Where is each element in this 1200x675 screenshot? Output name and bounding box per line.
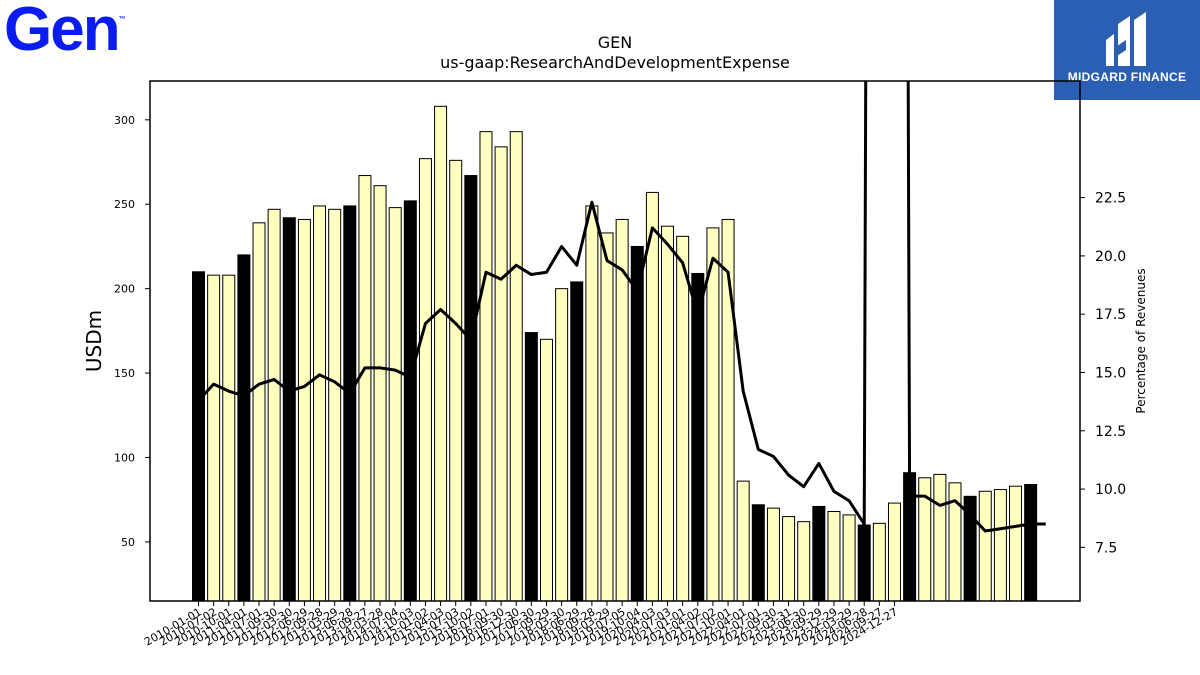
y2-tick-label: 20.0	[1095, 249, 1126, 265]
bar-34	[706, 227, 720, 602]
bar-32	[676, 235, 690, 602]
bar-7	[297, 218, 311, 602]
y2-tick-label: 15.0	[1095, 365, 1126, 381]
trademark-mark: ™	[118, 16, 126, 23]
bar-46	[887, 502, 901, 602]
bar-21	[509, 131, 523, 602]
bar-10	[343, 205, 357, 602]
bar-14	[403, 200, 417, 602]
bar-25	[570, 281, 584, 602]
bar-6	[282, 217, 296, 602]
y-tick-label: 250	[114, 198, 135, 211]
bar-39	[782, 516, 796, 602]
bar-55	[1024, 484, 1038, 602]
y2-tick-label: 22.5	[1095, 191, 1126, 207]
y2-tick-label: 10.0	[1095, 482, 1126, 498]
bar-38	[766, 507, 780, 602]
bar-41	[812, 505, 826, 602]
y-tick-label: 300	[114, 114, 135, 127]
bar-27	[600, 232, 614, 602]
gen-logo: Gen™	[4, 0, 126, 65]
y-axis-label: USDm	[82, 310, 106, 372]
bar-17	[449, 159, 463, 602]
bar-4	[252, 222, 266, 602]
bar-36	[736, 480, 750, 602]
bar-40	[797, 521, 811, 602]
y-tick-label: 50	[121, 536, 135, 549]
bar-24	[555, 288, 569, 602]
bar-5	[267, 208, 281, 602]
bar-44	[857, 524, 871, 602]
y-tick-label: 200	[114, 283, 135, 296]
bar-23	[539, 338, 553, 602]
bar-20	[494, 146, 508, 602]
bar-8	[313, 205, 327, 602]
midgard-finance-wordmark: MIDGARD FINANCE	[1067, 70, 1187, 84]
bar-9	[328, 208, 342, 602]
chart-title: GEN	[598, 33, 632, 52]
bar-42	[827, 511, 841, 602]
bar-22	[524, 332, 538, 602]
bar-13	[388, 207, 402, 602]
midgard-finance-logo: MIDGARD FINANCE	[1054, 0, 1200, 100]
bar-3	[237, 254, 251, 602]
bar-0	[192, 271, 205, 602]
bar-2	[222, 274, 236, 602]
bar-19	[479, 131, 493, 602]
bar-16	[434, 105, 448, 602]
y-tick-label: 100	[114, 451, 135, 464]
y2-tick-label: 7.5	[1095, 540, 1117, 556]
bar-29	[630, 245, 644, 602]
bar-31	[661, 225, 675, 602]
bar-18	[464, 175, 478, 602]
y2-tick-label: 17.5	[1095, 307, 1126, 323]
bar-33	[691, 272, 705, 602]
bar-26	[585, 205, 599, 602]
bar-37	[751, 504, 765, 602]
y-tick-label: 150	[114, 367, 135, 380]
bar-53	[993, 489, 1007, 602]
chart-subtitle: us-gaap:ResearchAndDevelopmentExpense	[440, 53, 790, 72]
bar-52	[978, 490, 992, 602]
bar-1	[207, 274, 221, 602]
percentage-line	[197, 81, 1046, 533]
y2-axis-label: Percentage of Revenues	[1134, 268, 1148, 413]
plot-frame	[149, 80, 1081, 602]
bar-45	[872, 522, 886, 602]
bar-15	[418, 158, 432, 602]
bar-30	[645, 191, 659, 602]
bar-11	[358, 175, 372, 602]
midgard-mark-icon	[1106, 12, 1146, 66]
bar-54	[1009, 485, 1023, 602]
y2-tick-label: 12.5	[1095, 424, 1126, 440]
gen-logo-text: Gen	[4, 0, 121, 64]
bar-43	[842, 514, 856, 602]
bar-49	[933, 473, 947, 602]
bar-12	[373, 185, 387, 602]
